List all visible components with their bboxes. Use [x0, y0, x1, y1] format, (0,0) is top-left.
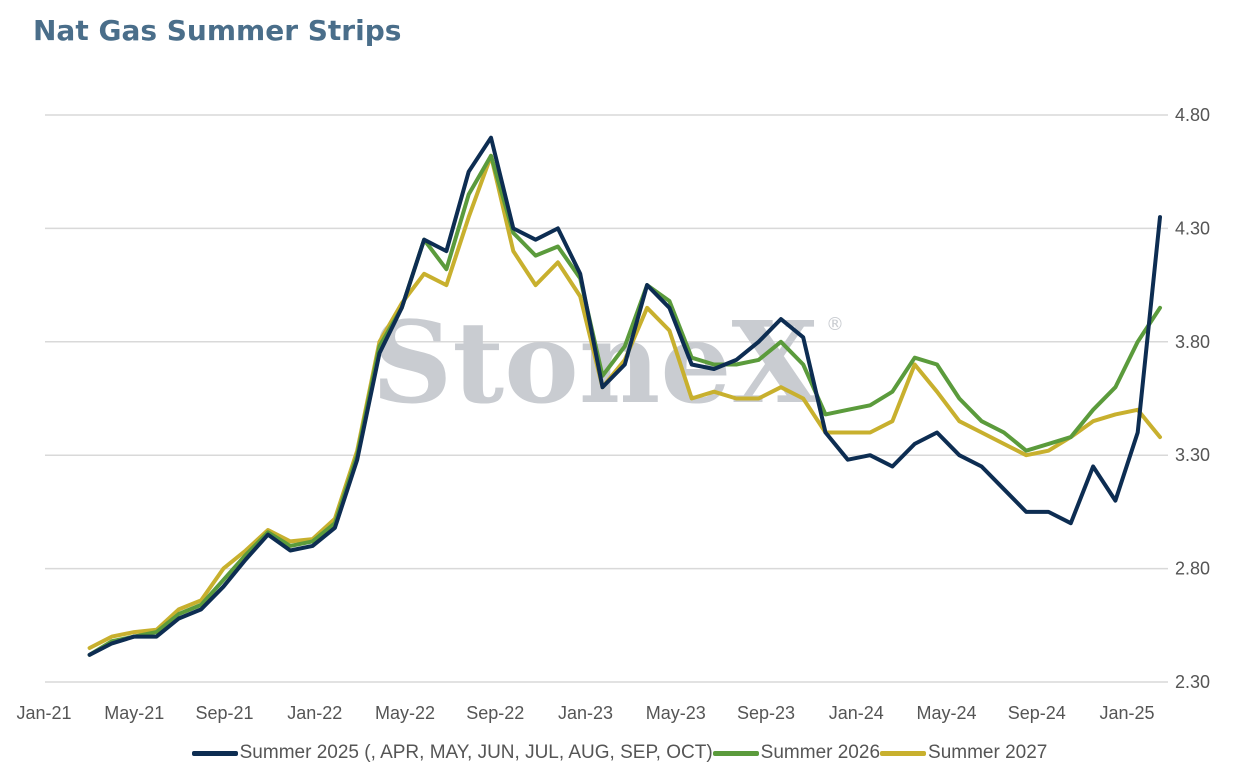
x-tick-label: May-24 — [916, 703, 976, 723]
gridlines — [45, 114, 1168, 683]
x-tick-label: Jan-25 — [1099, 703, 1154, 723]
y-axis-ticks: 4.80 4.30 3.80 3.30 2.80 2.30 — [1175, 105, 1210, 692]
legend-item-summer-2025: Summer 2025 (, APR, MAY, JUN, JUL, AUG, … — [191, 742, 713, 764]
series-line-summer-2025-apr-may-jun-jul-aug-sep-oct — [87, 135, 1162, 657]
line-chart: StoneX ® 4.80 4.30 3.80 3.30 2.80 2.30 Jan-21… — [16, 105, 1210, 723]
x-tick-label: Sep-21 — [195, 703, 253, 723]
series-lines — [87, 135, 1162, 657]
y-tick-label: 2.30 — [1175, 672, 1210, 692]
x-tick-label: May-23 — [646, 703, 706, 723]
x-tick-label: May-22 — [375, 703, 435, 723]
x-tick-label: Jan-24 — [829, 703, 884, 723]
x-tick-label: Sep-23 — [737, 703, 795, 723]
legend-swatch — [880, 750, 927, 756]
x-tick-label: Jan-23 — [558, 703, 613, 723]
watermark: StoneX ® — [372, 298, 844, 429]
legend-item-summer-2026: Summer 2026 — [712, 742, 881, 764]
x-tick-label: May-21 — [104, 703, 164, 723]
legend-label: Summer 2026 — [760, 742, 881, 763]
legend: Summer 2025 (, APR, MAY, JUN, JUL, AUG, … — [0, 742, 1239, 764]
y-tick-label: 2.80 — [1175, 559, 1210, 579]
y-tick-label: 3.30 — [1175, 445, 1210, 465]
legend-item-summer-2027: Summer 2027 — [880, 742, 1047, 764]
y-tick-label: 4.30 — [1175, 218, 1210, 238]
x-tick-label: Jan-21 — [16, 703, 71, 723]
legend-label: Summer 2027 — [928, 742, 1048, 763]
x-tick-label: Jan-22 — [287, 703, 342, 723]
x-tick-label: Sep-22 — [466, 703, 524, 723]
watermark-registered-mark: ® — [826, 314, 844, 335]
y-tick-label: 3.80 — [1175, 332, 1210, 352]
legend-swatch — [712, 750, 759, 756]
legend-swatch — [191, 750, 238, 756]
series-line-summer-2026 — [87, 153, 1162, 657]
y-tick-label: 4.80 — [1175, 105, 1210, 125]
legend-label: Summer 2025 (, APR, MAY, JUN, JUL, AUG, … — [239, 742, 713, 763]
chart-title: Nat Gas Summer Strips — [33, 14, 402, 47]
x-tick-label: Sep-24 — [1008, 703, 1066, 723]
x-axis-ticks: Jan-21 May-21 Sep-21 Jan-22 May-22 Sep-22 Jan-… — [16, 703, 1154, 723]
